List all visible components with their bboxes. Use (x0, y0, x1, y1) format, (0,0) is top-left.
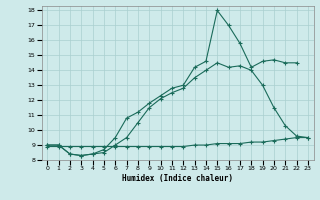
X-axis label: Humidex (Indice chaleur): Humidex (Indice chaleur) (122, 174, 233, 183)
